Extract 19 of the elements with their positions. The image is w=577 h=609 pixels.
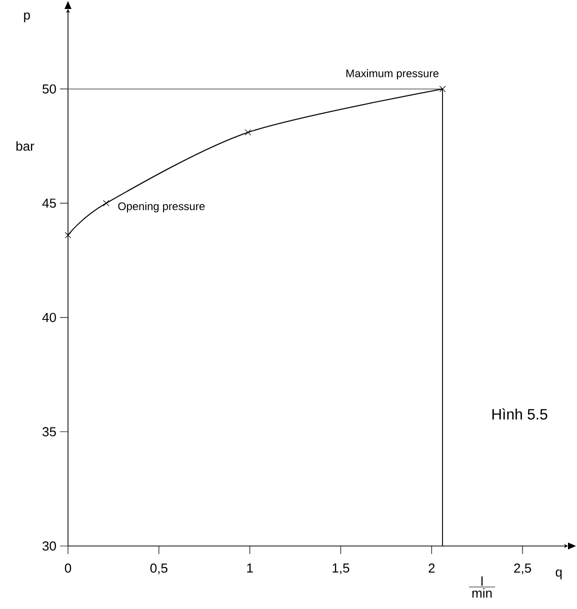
- x-tick-label: 0,5: [150, 564, 168, 574]
- text: l: [481, 576, 483, 586]
- x-tick-label: 1: [247, 564, 253, 572]
- x-tick-label: 0: [64, 564, 72, 573]
- y-axis-title: p: [24, 12, 30, 22]
- annotation: Maximum pressure: [346, 69, 439, 80]
- y-tick-label: 40: [42, 312, 56, 322]
- x-axis-title: q: [556, 570, 562, 580]
- x-tick-label: 2: [428, 564, 435, 573]
- y-tick-label: 45: [42, 198, 56, 208]
- x-tick-label: 1,5: [332, 564, 350, 574]
- y-tick-label: 35: [42, 427, 56, 436]
- text: min: [472, 588, 492, 598]
- text: bar: [16, 141, 34, 151]
- annotation: Hình 5.5: [492, 408, 548, 420]
- annotation: Opening pressure: [118, 202, 205, 212]
- y-tick-label: 30: [42, 541, 56, 551]
- y-tick-label: 50: [42, 84, 56, 94]
- x-tick-label: 2,5: [514, 564, 532, 574]
